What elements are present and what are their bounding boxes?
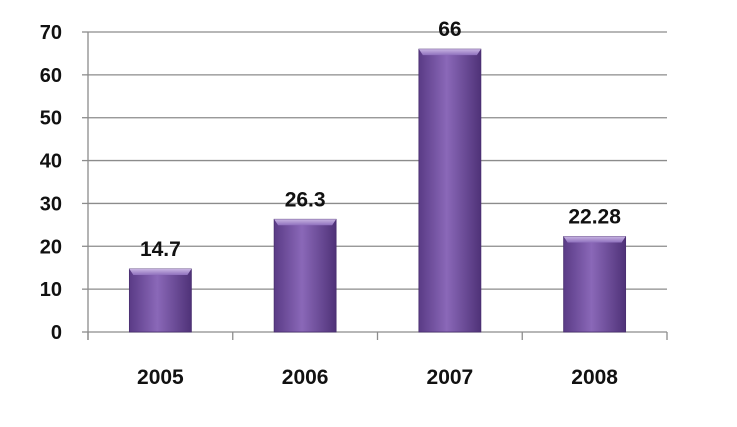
data-label: 66	[438, 18, 461, 41]
y-tick-label: 50	[40, 108, 62, 130]
bar-2005	[128, 268, 192, 333]
x-category-label: 2007	[427, 366, 474, 389]
x-category-label: 2005	[137, 366, 184, 389]
y-tick-label: 20	[40, 236, 62, 258]
y-tick-label: 60	[40, 65, 62, 87]
axes	[82, 31, 668, 340]
bar-bevel	[563, 236, 626, 243]
y-tick-label: 0	[51, 322, 62, 344]
bar-2007	[418, 48, 482, 333]
bar-2006	[273, 218, 337, 333]
y-tick-label: 70	[40, 22, 62, 44]
y-tick-label: 30	[40, 193, 62, 215]
bar-body	[273, 218, 337, 333]
bar-bevel	[129, 269, 192, 275]
bar-body	[563, 236, 627, 333]
y-tick-label: 40	[40, 151, 62, 173]
bar-bevel	[274, 219, 337, 226]
x-category-label: 2008	[571, 366, 618, 389]
data-label: 26.3	[285, 188, 326, 211]
x-category-label: 2006	[282, 366, 329, 389]
data-label: 22.28	[568, 206, 621, 229]
bar-body	[128, 268, 192, 333]
data-label: 14.7	[140, 238, 181, 261]
bar-2008	[563, 236, 627, 333]
bar-body	[418, 48, 482, 333]
y-tick-label: 10	[40, 279, 62, 301]
labels: 0 10 20 30 40 50 60 70 14.7 2005 26.3 2006 66 2007 22.…	[40, 18, 621, 389]
bars	[128, 48, 627, 333]
bar-bevel	[418, 49, 481, 56]
